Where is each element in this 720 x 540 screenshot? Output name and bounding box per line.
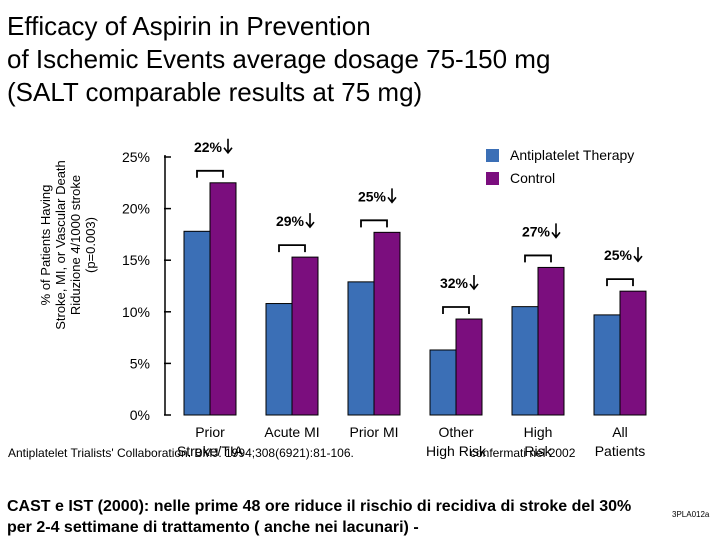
bar-control	[291, 256, 319, 416]
slide-code: 3PLA012a	[672, 510, 710, 519]
y-tick-label: 10%	[122, 304, 150, 320]
category-label: Acute MI	[264, 424, 319, 440]
reduction-bracket	[360, 219, 388, 228]
bar-antiplatelet	[429, 349, 457, 416]
category-label: All	[612, 424, 628, 440]
bar-antiplatelet	[593, 314, 621, 416]
reduction-label: 22%	[194, 139, 223, 155]
bar-control	[619, 290, 647, 416]
category-label: Other	[438, 424, 473, 440]
down-arrow-icon	[223, 138, 233, 155]
down-arrow-icon	[387, 188, 397, 204]
y-tick-label: 5%	[130, 355, 150, 371]
reduction-label: 29%	[276, 213, 305, 229]
down-arrow-icon	[633, 247, 643, 263]
category-label: Stroke/TIA	[177, 443, 244, 459]
reduction-bracket	[442, 306, 470, 315]
category-label: Prior	[195, 424, 225, 440]
title-line-2: of Ischemic Events average dosage 75-150…	[7, 44, 551, 74]
down-arrow-icon	[469, 275, 479, 291]
reduction-label: 25%	[604, 247, 633, 263]
reduction-label: 25%	[358, 188, 387, 204]
bar-control	[373, 231, 401, 416]
bar-antiplatelet	[511, 306, 539, 416]
title-line-1: Efficacy of Aspirin in Prevention	[7, 11, 371, 41]
category-label: Patients	[595, 443, 646, 459]
y-tick-label: 20%	[122, 201, 150, 217]
category-label: High	[524, 424, 553, 440]
bar-control	[209, 182, 237, 416]
title-line-3: (SALT comparable results at 75 mg)	[7, 77, 423, 107]
y-tick-label: 0%	[130, 407, 150, 423]
confirmation-note: confermati nel 2002	[470, 446, 576, 460]
bar-antiplatelet	[347, 281, 375, 416]
source-citation: Antiplatelet Trialists' Collaboration. B…	[8, 446, 354, 460]
bottom-note-line-1: CAST e IST (2000): nelle prime 48 ore ri…	[7, 498, 632, 515]
reduction-bracket	[278, 244, 306, 253]
reduction-bracket	[196, 169, 224, 178]
bar-antiplatelet	[183, 230, 211, 416]
legend-swatch	[486, 172, 499, 185]
legend-label: Antiplatelet Therapy	[510, 147, 634, 163]
down-arrow-icon	[305, 213, 315, 229]
category-label: High Risk	[426, 443, 487, 459]
legend-label: Control	[510, 170, 555, 186]
chart-title: Efficacy of Aspirin in Prevention of Isc…	[7, 10, 707, 109]
reduction-bracket	[606, 278, 634, 287]
reduction-bracket	[524, 254, 552, 263]
category-label: Prior MI	[350, 424, 399, 440]
bar-antiplatelet	[265, 303, 293, 416]
bottom-note: CAST e IST (2000): nelle prime 48 ore ri…	[7, 496, 631, 538]
reduction-label: 32%	[440, 275, 469, 291]
category-label: Risk	[524, 443, 552, 459]
bar-control	[537, 266, 565, 416]
bar-control	[455, 318, 483, 416]
reduction-label: 27%	[522, 223, 551, 239]
down-arrow-icon	[551, 223, 561, 239]
legend-swatch	[486, 149, 499, 162]
y-tick-label: 15%	[122, 252, 150, 268]
bottom-note-line-2: per 2-4 settimane di trattamento ( anche…	[7, 519, 419, 536]
y-tick-label: 25%	[122, 149, 150, 165]
